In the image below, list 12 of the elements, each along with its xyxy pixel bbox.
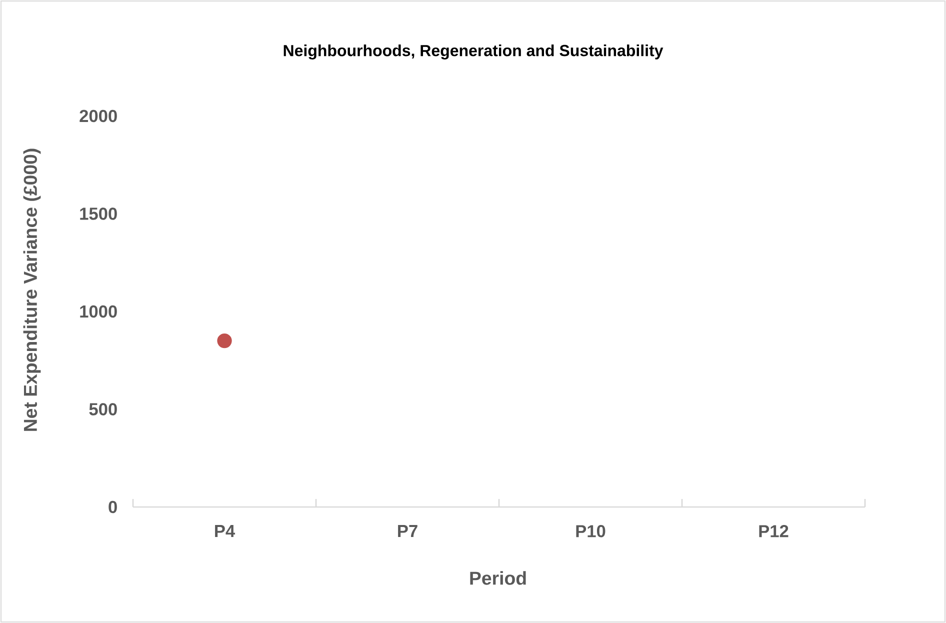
y-tick-label: 0 (108, 500, 117, 514)
x-tick-label: P12 (759, 525, 788, 538)
y-tick-label: 2000 (80, 110, 117, 122)
x-tick-label: P4 (215, 525, 236, 537)
x-tick-label: P10 (576, 525, 606, 538)
y-tick-label: 1000 (80, 305, 117, 318)
y-axis-title: Net Expenditure Variance (£000) (23, 148, 41, 431)
chart-title: Neighbourhoods, Regeneration and Sustainability (284, 44, 664, 60)
y-tick-label: 500 (89, 403, 117, 416)
x-tick-label: P7 (398, 525, 418, 537)
x-axis-title: Period (470, 571, 526, 585)
y-tick-label: 1500 (80, 208, 117, 220)
